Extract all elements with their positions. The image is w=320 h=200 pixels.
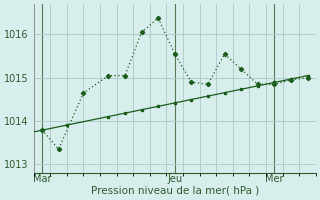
X-axis label: Pression niveau de la mer( hPa ): Pression niveau de la mer( hPa ) [91, 186, 259, 196]
